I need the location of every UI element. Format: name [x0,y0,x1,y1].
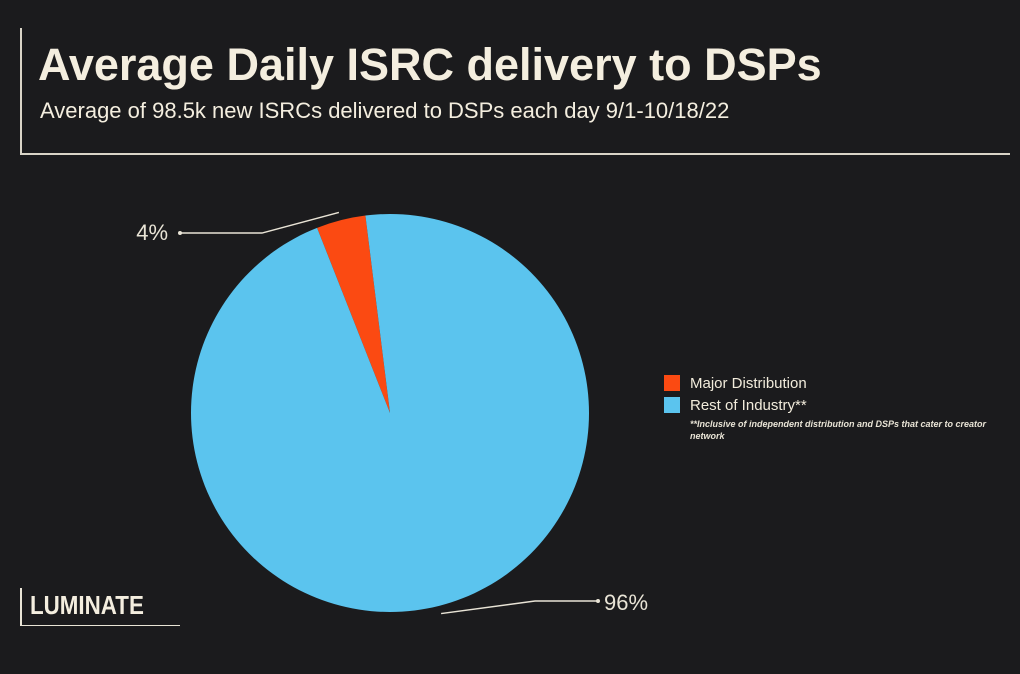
logo-text: LUMINATE [30,590,144,620]
legend-label-rest-of-industry: Rest of Industry** [690,396,807,414]
leader-dot-major-distribution [178,231,182,235]
legend-footnote: **Inclusive of independent distribution … [690,419,987,441]
leader-lines [178,211,600,615]
leader-line-rest-of-industry [441,600,598,615]
legend-label-major-distribution: Major Distribution [690,374,807,392]
chart-title: Average Daily ISRC delivery to DSPs [38,39,822,90]
legend: Major Distribution Rest of Industry** **… [664,372,1004,442]
legend-item-rest-of-industry: Rest of Industry** [664,394,1004,416]
leader-line-major-distribution [180,211,340,234]
luminate-logo: LUMINATE [20,588,180,626]
data-label-rest-of-industry: 96% [604,590,648,615]
data-labels: 4% 96% [136,220,648,615]
legend-swatch-major-distribution [664,375,680,391]
header-frame [20,28,1010,155]
legend-item-major-distribution: Major Distribution [664,372,1004,394]
legend-swatch-rest-of-industry [664,397,680,413]
pie-slice-major-distribution [317,215,390,413]
pie-slice-rest-of-industry [191,214,590,613]
pie-slices [191,214,590,613]
leader-dot-rest-of-industry [596,599,600,603]
chart-subtitle: Average of 98.5k new ISRCs delivered to … [40,98,730,123]
data-label-major-distribution: 4% [136,220,168,245]
